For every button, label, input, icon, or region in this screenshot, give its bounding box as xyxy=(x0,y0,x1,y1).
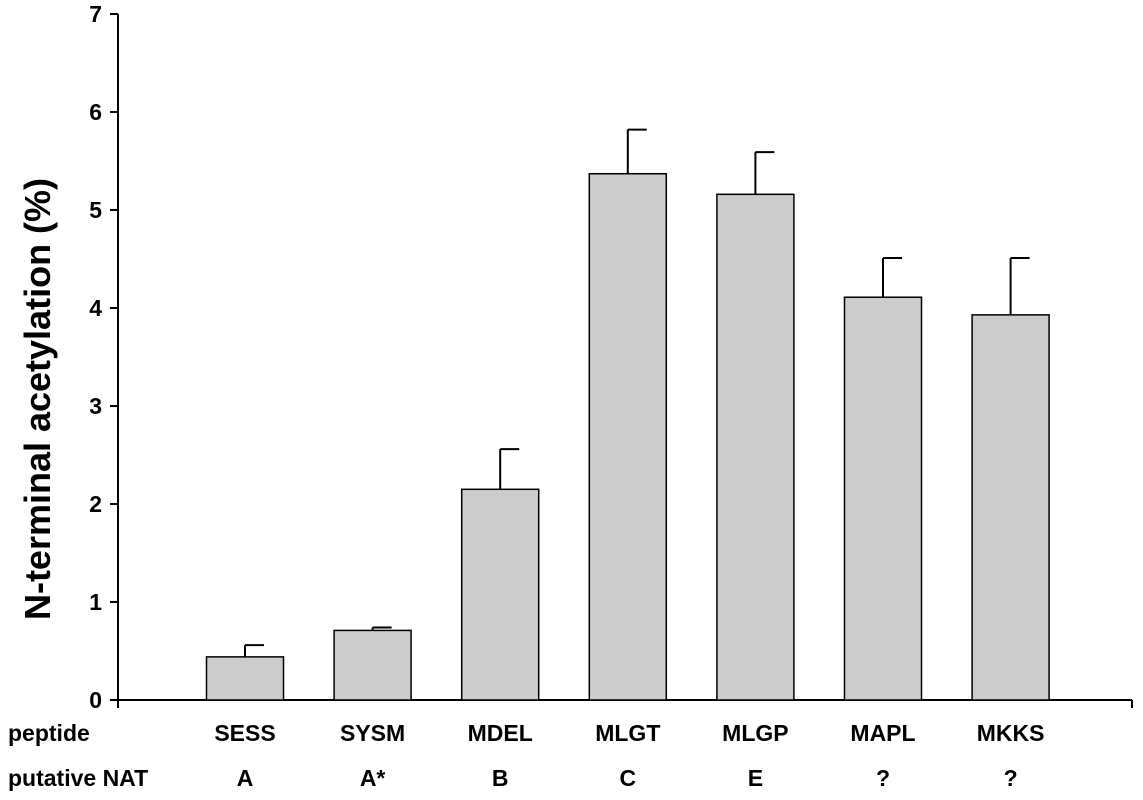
bar-mlgp xyxy=(716,193,795,701)
y-axis-title: N-terminal acetylation (%) xyxy=(17,178,58,620)
category-rows: peptide SESS SYSM MDEL MLGT MLGP MAPL MKKS putat… xyxy=(8,720,1044,791)
peptide-label: SESS xyxy=(214,720,275,746)
nat-label: B xyxy=(492,765,509,791)
error-bars xyxy=(244,128,1030,657)
peptide-label: MKKS xyxy=(977,720,1045,746)
nat-label: A* xyxy=(360,765,386,791)
bar-mkks xyxy=(971,314,1050,701)
bar-mapl xyxy=(843,296,923,701)
y-tick-label: 7 xyxy=(89,1,102,27)
peptide-label: SYSM xyxy=(340,720,405,746)
peptide-label: MDEL xyxy=(468,720,533,746)
nat-label: C xyxy=(619,765,636,791)
y-tick-label: 4 xyxy=(89,295,102,321)
bars xyxy=(205,172,1050,701)
y-tick-label: 5 xyxy=(89,197,102,223)
nat-label: ? xyxy=(876,765,890,791)
peptide-label: MAPL xyxy=(850,720,915,746)
nat-label: E xyxy=(748,765,763,791)
peptide-label: MLGT xyxy=(595,720,660,746)
nat-label: A xyxy=(237,765,254,791)
bar-mlgt xyxy=(588,172,668,701)
row-label-putative-nat: putative NAT xyxy=(8,765,148,791)
y-tick-label: 2 xyxy=(89,491,102,517)
y-ticks: 0 1 2 3 4 5 6 7 xyxy=(89,1,118,713)
row-label-peptide: peptide xyxy=(8,720,90,746)
bar-sess xyxy=(205,656,285,701)
y-tick-label: 0 xyxy=(89,687,102,713)
y-tick-label: 6 xyxy=(89,99,102,125)
y-tick-label: 1 xyxy=(89,589,102,615)
peptide-label: MLGP xyxy=(722,720,788,746)
y-tick-label: 3 xyxy=(89,393,102,419)
bar-mdel xyxy=(460,488,540,701)
bar-sysm xyxy=(333,629,412,701)
nat-label: ? xyxy=(1004,765,1018,791)
